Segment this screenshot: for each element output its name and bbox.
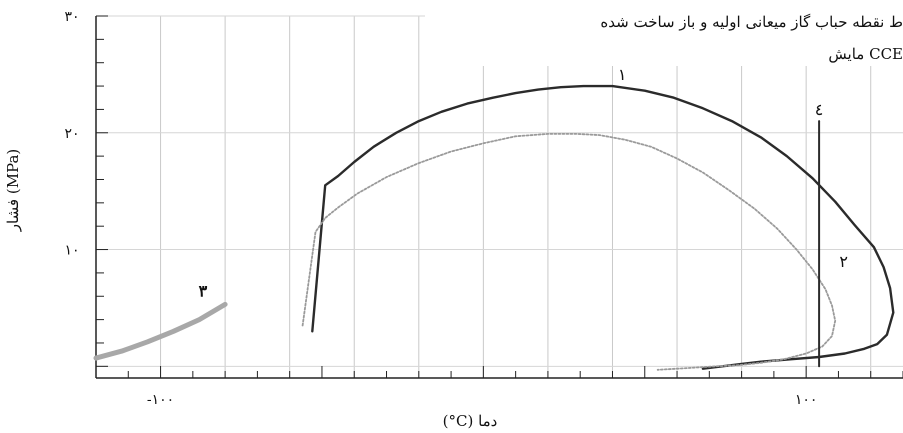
curve-label-1: ۱ [618, 65, 627, 84]
legend-entry-2: مایش CCE [828, 45, 903, 63]
minor-tick-marks [96, 15, 903, 378]
gridlines [96, 15, 903, 378]
series-line-1 [311, 84, 895, 370]
series-layer [93, 84, 895, 371]
series-line-2 [301, 132, 837, 371]
tick-labels: ۱۰ ۲۰ ۳۰ -۱۰۰ ۱۰۰ [64, 9, 817, 408]
legend-entry-1: ط نقطه حباب گاز میعانی اولیه و باز ساخت … [600, 13, 903, 31]
series-line-3 [93, 301, 228, 361]
x-tick-label: ۱۰۰ [795, 392, 818, 408]
x-axis-title: (°C) دما [443, 412, 498, 430]
curve-label-2: ۲ [839, 252, 848, 271]
y-tick-label: ۲۰ [64, 126, 79, 142]
curve-label-3: ۳ [199, 281, 208, 300]
y-axis-title: فشار (MPa) [4, 149, 22, 233]
y-tick-label: ۳۰ [64, 9, 79, 25]
x-tick-label: -۱۰۰ [147, 392, 174, 408]
legend-box [425, 0, 903, 66]
y-tick-label: ۱۰ [64, 243, 79, 259]
curve-label-4: ٤ [815, 100, 824, 119]
curve-labels: ۱ ۲ ۳ ٤ [199, 65, 848, 300]
